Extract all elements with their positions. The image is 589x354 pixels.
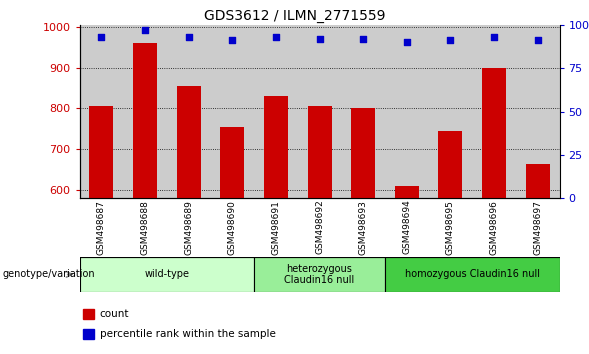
Point — [489, 34, 499, 40]
Bar — [133, 43, 157, 198]
Bar — [526, 164, 550, 198]
Bar — [210, 25, 254, 198]
Point — [184, 34, 193, 40]
Point — [97, 34, 106, 40]
Point — [315, 36, 325, 41]
Text: heterozygous
Claudin16 null: heterozygous Claudin16 null — [284, 263, 355, 285]
Bar — [83, 309, 94, 319]
Text: count: count — [100, 309, 129, 319]
Bar — [307, 107, 332, 198]
Bar — [167, 25, 210, 198]
Bar — [90, 107, 113, 198]
Bar — [342, 25, 385, 198]
Bar — [297, 25, 342, 198]
Bar — [83, 329, 94, 339]
Bar — [351, 108, 375, 198]
Bar — [254, 25, 297, 198]
Text: percentile rank within the sample: percentile rank within the sample — [100, 329, 276, 338]
Bar — [385, 25, 429, 198]
Bar — [516, 25, 560, 198]
Text: GDS3612 / ILMN_2771559: GDS3612 / ILMN_2771559 — [204, 9, 385, 23]
Point — [271, 34, 280, 40]
Bar — [395, 186, 419, 198]
Bar — [385, 257, 560, 292]
Bar — [472, 25, 516, 198]
Bar — [438, 131, 462, 198]
Point — [446, 38, 455, 43]
Point — [402, 39, 412, 45]
Bar — [482, 68, 506, 198]
Bar — [177, 86, 201, 198]
Text: homozygous Claudin16 null: homozygous Claudin16 null — [405, 269, 540, 279]
Point — [533, 38, 542, 43]
Bar — [429, 25, 472, 198]
Text: genotype/variation: genotype/variation — [3, 269, 95, 279]
Bar — [123, 25, 167, 198]
Bar — [254, 257, 385, 292]
Bar — [220, 127, 244, 198]
Bar — [264, 96, 288, 198]
Text: wild-type: wild-type — [144, 269, 189, 279]
Point — [359, 36, 368, 41]
Point — [227, 38, 237, 43]
Point — [140, 27, 150, 33]
Bar — [80, 25, 123, 198]
Bar — [80, 257, 254, 292]
